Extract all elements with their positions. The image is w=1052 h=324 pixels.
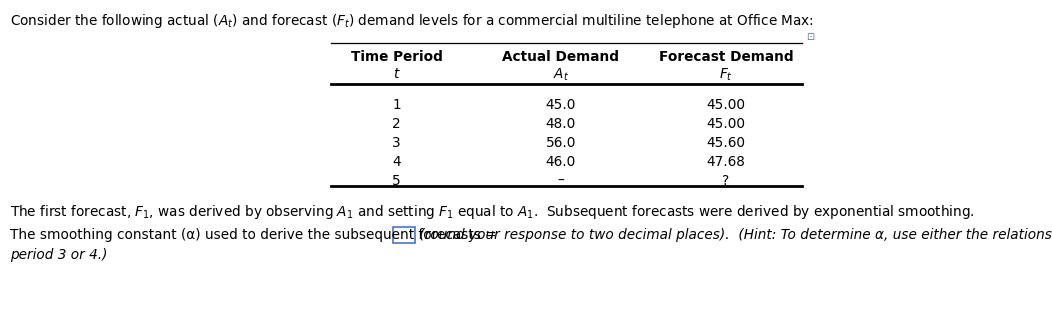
Text: $A_t$: $A_t$ — [552, 67, 569, 83]
Text: 1: 1 — [392, 98, 401, 112]
Text: 46.0: 46.0 — [546, 155, 575, 169]
Text: Actual Demand: Actual Demand — [502, 50, 620, 64]
Text: 45.00: 45.00 — [706, 117, 746, 131]
Text: 45.0: 45.0 — [546, 98, 575, 112]
Text: $F_t$: $F_t$ — [719, 67, 733, 83]
Text: 56.0: 56.0 — [546, 136, 575, 150]
Text: 2: 2 — [392, 117, 401, 131]
Text: Forecast Demand: Forecast Demand — [659, 50, 793, 64]
Text: 47.68: 47.68 — [707, 155, 745, 169]
Text: (round your response to two decimal places).  (Hint: To determine α, use either : (round your response to two decimal plac… — [414, 228, 1052, 242]
Text: $t$: $t$ — [392, 67, 401, 81]
Text: 3: 3 — [392, 136, 401, 150]
Text: 45.00: 45.00 — [706, 98, 746, 112]
Text: 4: 4 — [392, 155, 401, 169]
Text: –: – — [558, 174, 564, 188]
Text: The first forecast, $F_1$, was derived by observing $A_1$ and setting $F_1$ equa: The first forecast, $F_1$, was derived b… — [11, 203, 975, 221]
Text: Consider the following actual ($A_t$) and forecast ($F_t$) demand levels for a c: Consider the following actual ($A_t$) an… — [11, 12, 814, 30]
Text: 48.0: 48.0 — [546, 117, 575, 131]
Text: 45.60: 45.60 — [706, 136, 746, 150]
Text: Time Period: Time Period — [350, 50, 443, 64]
Text: ?: ? — [723, 174, 729, 188]
Text: 5: 5 — [392, 174, 401, 188]
Bar — [393, 227, 414, 243]
Text: period 3 or 4.): period 3 or 4.) — [11, 248, 107, 262]
Text: ⊡: ⊡ — [806, 32, 814, 42]
Text: The smoothing constant (α) used to derive the subsequent forecasts =: The smoothing constant (α) used to deriv… — [11, 228, 501, 242]
